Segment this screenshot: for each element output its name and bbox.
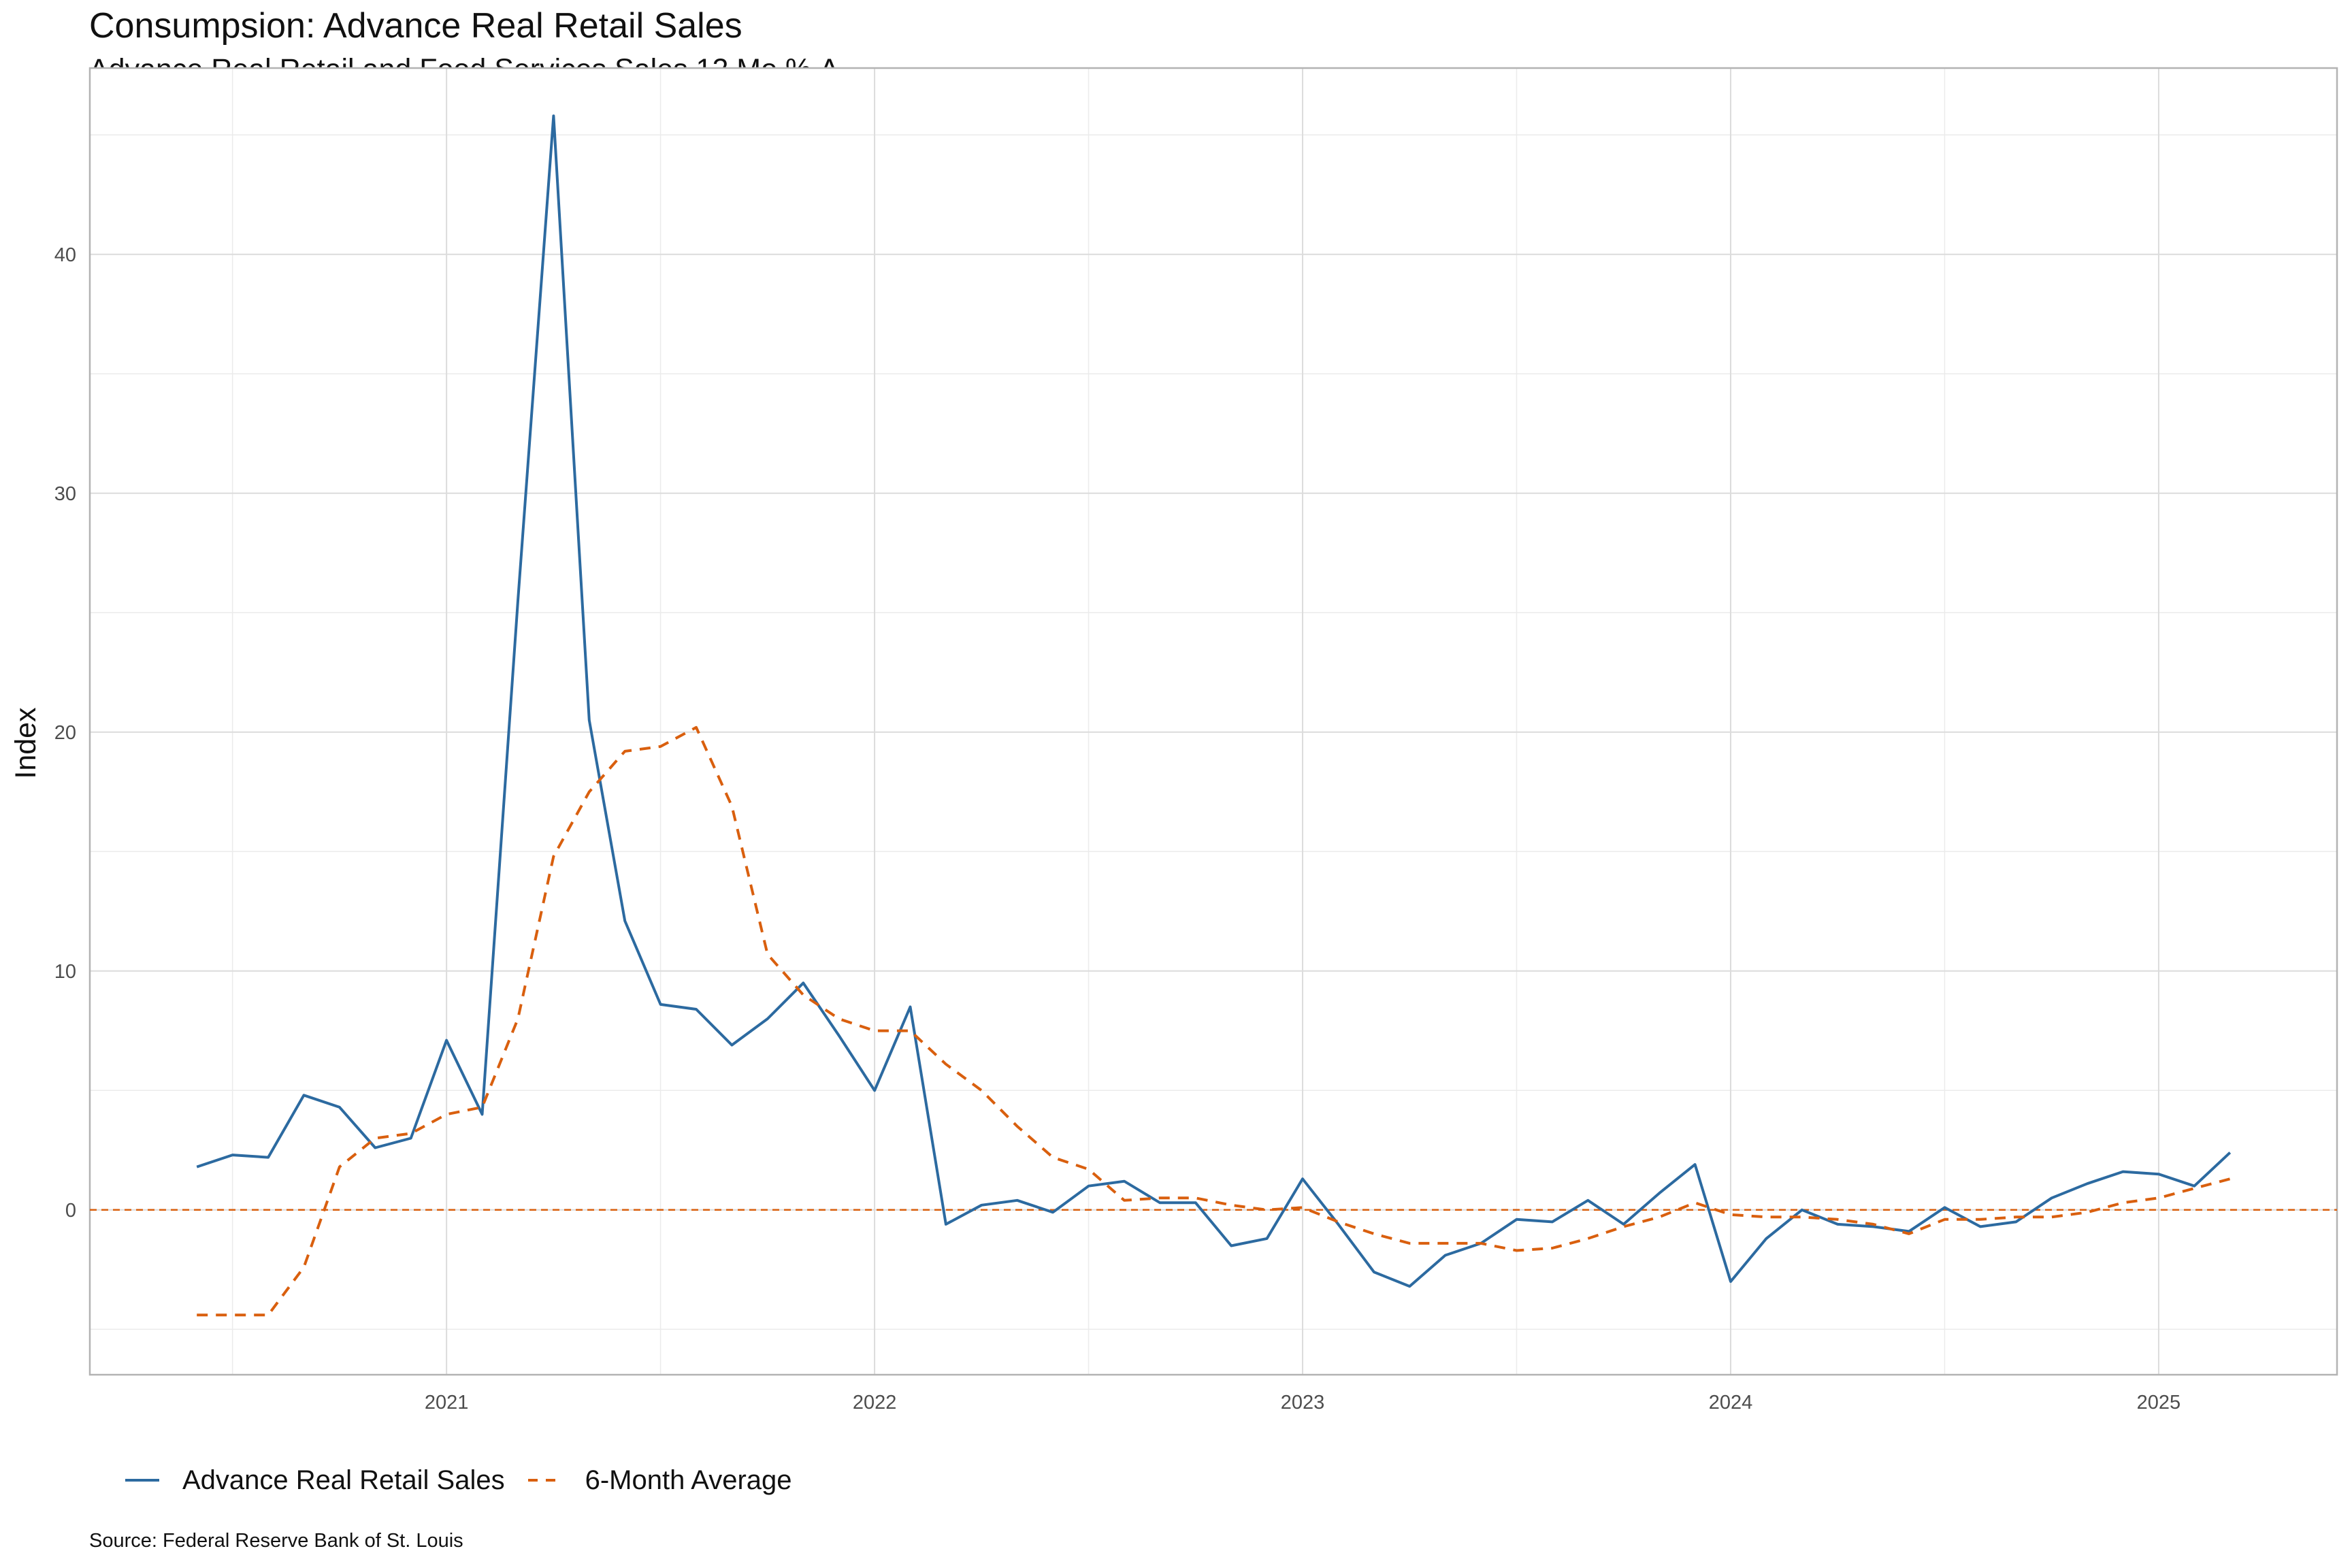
axis-ticks: 0 10 20 30 40 2021 2022 2023 2024 2025 — [54, 244, 2180, 1414]
y-tick-label: 20 — [54, 722, 76, 744]
y-tick-label: 40 — [54, 244, 76, 266]
source-caption: Source: Federal Reserve Bank of St. Loui… — [89, 1530, 463, 1552]
y-tick-label: 10 — [54, 961, 76, 983]
legend-item-retail-sales: Advance Real Retail Sales — [122, 1465, 505, 1496]
legend-item-six-month-average: 6-Month Average — [525, 1465, 792, 1496]
y-axis-title: Index — [10, 707, 42, 779]
x-tick-label: 2021 — [425, 1392, 469, 1414]
x-tick-label: 2022 — [853, 1392, 897, 1414]
legend-label-retail-sales: Advance Real Retail Sales — [182, 1465, 505, 1495]
plot-border — [88, 67, 2338, 1376]
legend: Advance Real Retail Sales 6-Month Averag… — [122, 1462, 813, 1499]
chart-title: Consumpsion: Advance Real Retail Sales — [89, 6, 742, 46]
series-line-six-month-average — [197, 725, 2231, 1317]
y-tick-label: 30 — [54, 483, 76, 505]
legend-key-solid-icon — [125, 1479, 159, 1482]
plot-panel — [90, 68, 2337, 1375]
y-tick-label: 0 — [65, 1200, 76, 1222]
legend-key-dashed-icon — [527, 1479, 562, 1482]
x-tick-label: 2023 — [1281, 1392, 1325, 1414]
grid — [88, 67, 2338, 1376]
x-tick-label: 2024 — [1709, 1392, 1753, 1414]
series-lines — [196, 114, 2232, 1317]
legend-label-six-month-average: 6-Month Average — [585, 1465, 792, 1495]
x-tick-label: 2025 — [2137, 1392, 2181, 1414]
